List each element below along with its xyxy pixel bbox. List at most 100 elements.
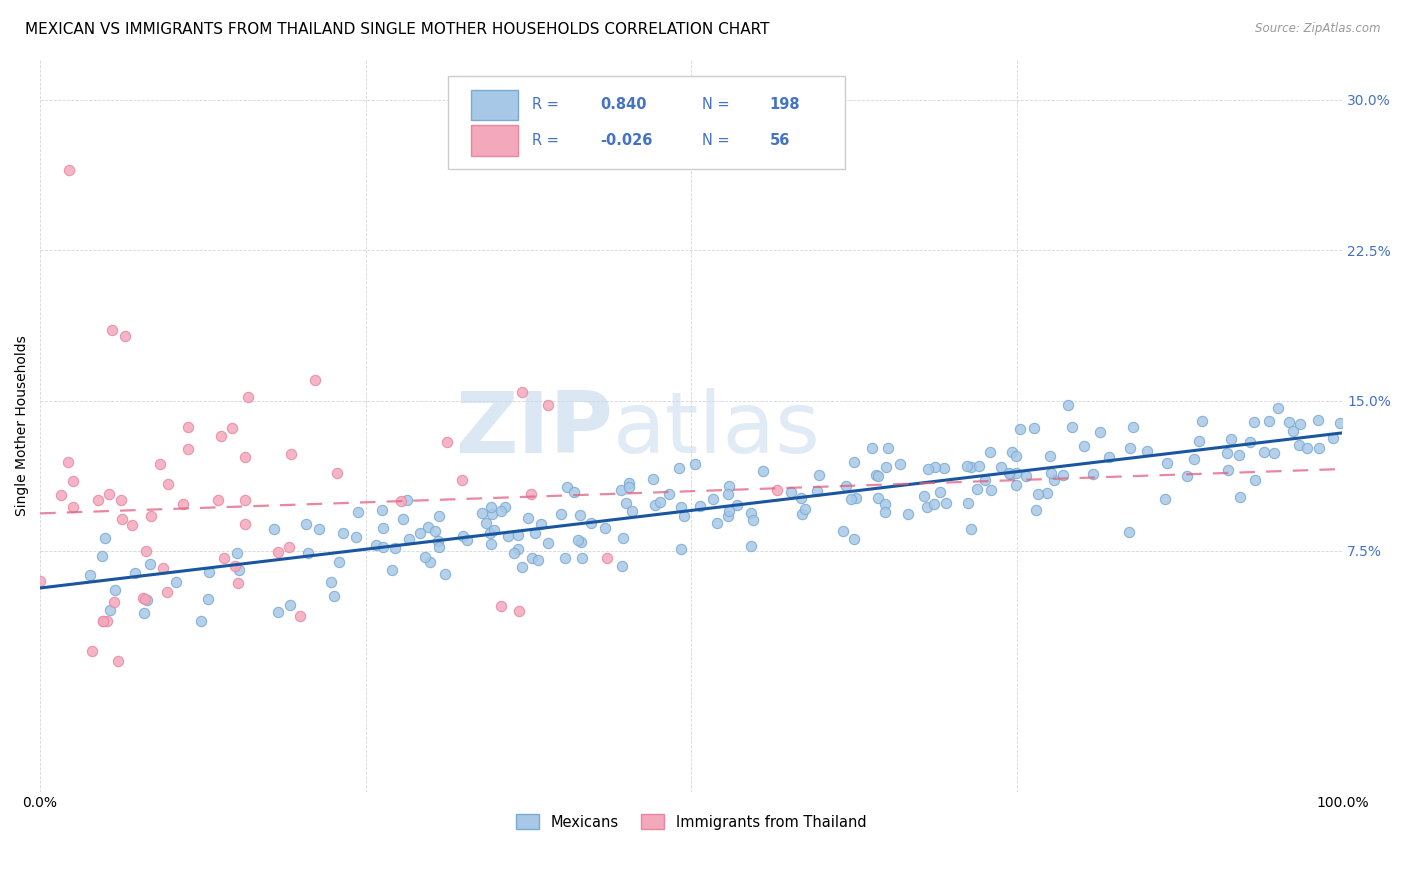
- Point: [866, 469, 889, 483]
- Point: [197, 592, 219, 607]
- Point: [134, 591, 156, 606]
- Point: [489, 504, 512, 518]
- Point: [503, 546, 526, 560]
- Point: [1040, 466, 1063, 480]
- Point: [427, 508, 450, 523]
- Text: R =: R =: [533, 133, 564, 148]
- Point: [233, 493, 256, 508]
- Point: [956, 458, 979, 473]
- Point: [717, 509, 740, 524]
- Point: [960, 460, 983, 475]
- Point: [319, 574, 342, 589]
- Point: [139, 509, 162, 524]
- Point: [619, 480, 641, 494]
- Point: [263, 522, 285, 536]
- Point: [1191, 414, 1213, 428]
- Point: [956, 496, 979, 510]
- Text: -0.026: -0.026: [600, 133, 652, 148]
- Point: [612, 558, 634, 573]
- Point: [562, 485, 585, 500]
- Point: [91, 614, 114, 628]
- Point: [1015, 469, 1038, 483]
- Point: [364, 537, 387, 551]
- Point: [844, 455, 866, 469]
- Point: [832, 524, 855, 539]
- Point: [516, 511, 538, 525]
- Point: [524, 525, 547, 540]
- Point: [742, 513, 765, 527]
- Point: [328, 555, 350, 569]
- Point: [96, 614, 118, 628]
- Point: [718, 504, 741, 518]
- Point: [1243, 415, 1265, 429]
- Point: [1154, 491, 1177, 506]
- Text: MEXICAN VS IMMIGRANTS FROM THAILAND SINGLE MOTHER HOUSEHOLDS CORRELATION CHART: MEXICAN VS IMMIGRANTS FROM THAILAND SING…: [25, 22, 770, 37]
- Point: [1088, 425, 1111, 440]
- Point: [373, 540, 395, 554]
- Point: [609, 483, 631, 497]
- Point: [398, 533, 420, 547]
- Point: [436, 434, 458, 449]
- Point: [370, 503, 392, 517]
- Point: [790, 507, 813, 521]
- Text: atlas: atlas: [613, 388, 821, 471]
- Point: [671, 500, 693, 514]
- Point: [612, 531, 634, 545]
- Point: [1216, 463, 1239, 477]
- Point: [569, 534, 592, 549]
- Point: [226, 576, 249, 591]
- Point: [537, 398, 560, 412]
- Point: [766, 483, 789, 497]
- Point: [508, 542, 530, 557]
- Point: [433, 566, 456, 581]
- Point: [1278, 415, 1301, 429]
- Point: [475, 516, 498, 530]
- Point: [740, 506, 762, 520]
- Point: [266, 545, 288, 559]
- Point: [897, 507, 920, 521]
- Point: [384, 541, 406, 555]
- Point: [702, 492, 724, 507]
- Point: [621, 504, 644, 518]
- Point: [508, 528, 530, 542]
- Point: [990, 460, 1012, 475]
- Point: [875, 460, 897, 475]
- Point: [308, 522, 330, 536]
- Point: [569, 508, 592, 522]
- Point: [617, 475, 640, 490]
- Point: [280, 447, 302, 461]
- Point: [221, 421, 243, 435]
- Point: [429, 540, 451, 554]
- Point: [1263, 446, 1285, 460]
- Point: [668, 460, 690, 475]
- Point: [326, 466, 349, 480]
- Point: [1001, 444, 1024, 458]
- Point: [1258, 414, 1281, 428]
- Point: [924, 459, 946, 474]
- Point: [392, 511, 415, 525]
- Point: [177, 442, 200, 456]
- Point: [932, 461, 955, 475]
- Point: [915, 500, 938, 514]
- Point: [1329, 416, 1351, 430]
- FancyBboxPatch shape: [471, 89, 517, 120]
- Text: 0.840: 0.840: [600, 97, 647, 112]
- Point: [209, 429, 232, 443]
- Point: [156, 585, 179, 599]
- Point: [323, 589, 346, 603]
- Point: [58, 162, 80, 177]
- Point: [471, 507, 494, 521]
- Point: [839, 492, 862, 507]
- FancyBboxPatch shape: [447, 76, 845, 169]
- Point: [860, 441, 883, 455]
- Point: [91, 549, 114, 563]
- Point: [135, 593, 157, 607]
- Point: [845, 491, 868, 505]
- Point: [297, 545, 319, 559]
- Point: [960, 522, 983, 536]
- Point: [557, 480, 579, 494]
- Point: [103, 595, 125, 609]
- Point: [177, 419, 200, 434]
- Point: [924, 497, 946, 511]
- Point: [496, 529, 519, 543]
